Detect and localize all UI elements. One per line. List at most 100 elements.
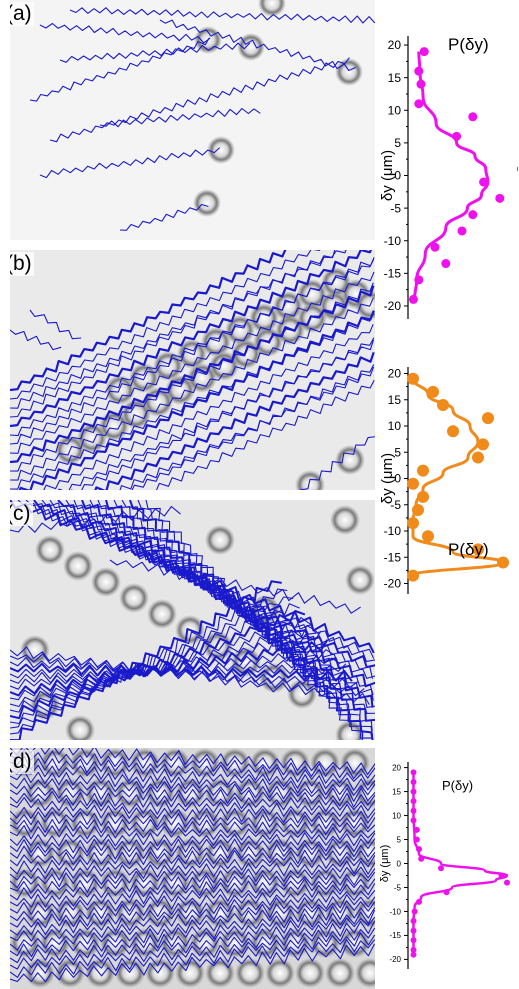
data-point	[438, 865, 444, 872]
y-tick-label: 15	[388, 71, 402, 85]
data-point	[413, 826, 420, 833]
y-tick-label: -5	[390, 201, 401, 215]
fit-curve	[412, 772, 509, 955]
y-tick-label: -20	[384, 577, 402, 591]
data-point	[482, 412, 494, 425]
panel-c-label: (c)	[10, 502, 33, 526]
y-tick-label: -20	[384, 299, 402, 313]
data-point	[410, 798, 417, 805]
data-point	[408, 294, 418, 304]
y-tick-label: 20	[392, 763, 401, 772]
data-point	[410, 778, 417, 785]
data-point	[472, 451, 484, 464]
data-point	[457, 226, 467, 236]
data-point	[417, 464, 429, 477]
panel-b-trajectories	[10, 250, 375, 490]
data-point	[417, 490, 429, 503]
y-axis-label: δy (μm)	[379, 150, 396, 201]
data-point	[422, 530, 434, 543]
y-tick-label: -20	[389, 955, 401, 964]
y-tick-label: 10	[388, 419, 402, 433]
data-point	[418, 855, 425, 862]
data-point	[447, 425, 459, 438]
distribution-title: P(δy)	[442, 778, 473, 793]
data-point	[443, 889, 450, 896]
distribution-title: P(δy)	[448, 35, 489, 54]
data-point	[411, 908, 418, 915]
data-point	[504, 879, 510, 886]
data-point	[479, 177, 489, 187]
data-point	[437, 399, 449, 411]
y-tick-label: -5	[390, 498, 401, 512]
data-point	[452, 131, 462, 141]
panel-c-image: (c)	[10, 500, 375, 740]
data-point	[441, 259, 451, 269]
data-point	[416, 898, 422, 905]
data-point	[410, 817, 417, 824]
distribution-plot-d: 20 15 10 5 0 -5 -10 -15 -20 δy (μm) P(δy)	[379, 762, 510, 969]
panel-d-image: (d)	[10, 748, 375, 989]
data-point	[413, 836, 420, 843]
y-tick-label: -15	[389, 931, 401, 940]
data-point	[495, 193, 505, 203]
data-point	[407, 517, 419, 530]
data-point	[414, 275, 424, 285]
y-tick-label: -10	[389, 907, 401, 916]
data-point	[497, 556, 509, 569]
y-tick-label: 5	[394, 136, 401, 150]
distribution-plot-b: 20 15 10 5 0 -5 -10 -15 -20 δy (μm) P(δy)	[379, 367, 509, 594]
data-point	[410, 788, 417, 795]
data-point	[410, 927, 417, 934]
data-point	[410, 951, 417, 958]
data-point	[472, 543, 484, 556]
y-tick-label: 5	[397, 835, 402, 844]
y-tick-label: 20	[388, 38, 402, 52]
panel-c-trajectories	[10, 500, 375, 740]
y-tick-label: -10	[384, 524, 402, 538]
y-tick-label: 10	[392, 811, 401, 820]
y-axis-label: δy (μm)	[379, 453, 396, 504]
data-point	[410, 769, 417, 776]
data-point	[416, 79, 426, 89]
panel-a-image: (a)	[10, 0, 375, 240]
data-point	[416, 846, 422, 853]
data-point	[498, 872, 505, 879]
data-point	[419, 47, 429, 57]
distribution-title: P(δy)	[448, 540, 489, 559]
data-point	[410, 937, 417, 944]
y-tick-label: 0	[394, 472, 401, 486]
y-tick-label: -15	[384, 550, 402, 564]
panel-b-image: (b)	[10, 250, 375, 490]
y-tick-label: -10	[384, 234, 402, 248]
data-point	[414, 99, 424, 109]
data-point	[407, 477, 419, 490]
panel-a-trajectories	[10, 0, 375, 240]
y-axis-label: δy (μm)	[379, 845, 391, 883]
panel-d-label: (d)	[10, 750, 34, 774]
data-point	[414, 66, 424, 76]
data-point	[477, 438, 489, 451]
y-tick-label: 20	[388, 367, 402, 381]
panel-b-label: (b)	[10, 252, 34, 276]
y-tick-label: 0	[397, 859, 402, 868]
fit-curve	[412, 51, 490, 300]
data-point	[410, 946, 417, 953]
panel-a-label: (a)	[10, 2, 34, 26]
data-point	[427, 385, 439, 398]
panel-d-trajectories	[10, 748, 375, 989]
y-tick-label: 15	[392, 787, 401, 796]
data-point	[430, 242, 440, 252]
data-point	[412, 504, 424, 516]
y-tick-label: 10	[388, 103, 402, 117]
data-point	[407, 569, 419, 582]
y-tick-label: 15	[388, 393, 402, 407]
fit-curve	[411, 378, 505, 578]
data-point	[468, 210, 478, 220]
data-point	[468, 112, 478, 122]
data-point	[410, 918, 417, 925]
data-point	[407, 372, 419, 385]
data-point	[516, 166, 518, 172]
distribution-plot-a: 20 15 10 5 0 -5 -10 -15 -20 δy (μm) P(δy)	[379, 35, 518, 319]
y-tick-label: 0	[394, 169, 401, 183]
y-tick-label: -5	[394, 883, 402, 892]
